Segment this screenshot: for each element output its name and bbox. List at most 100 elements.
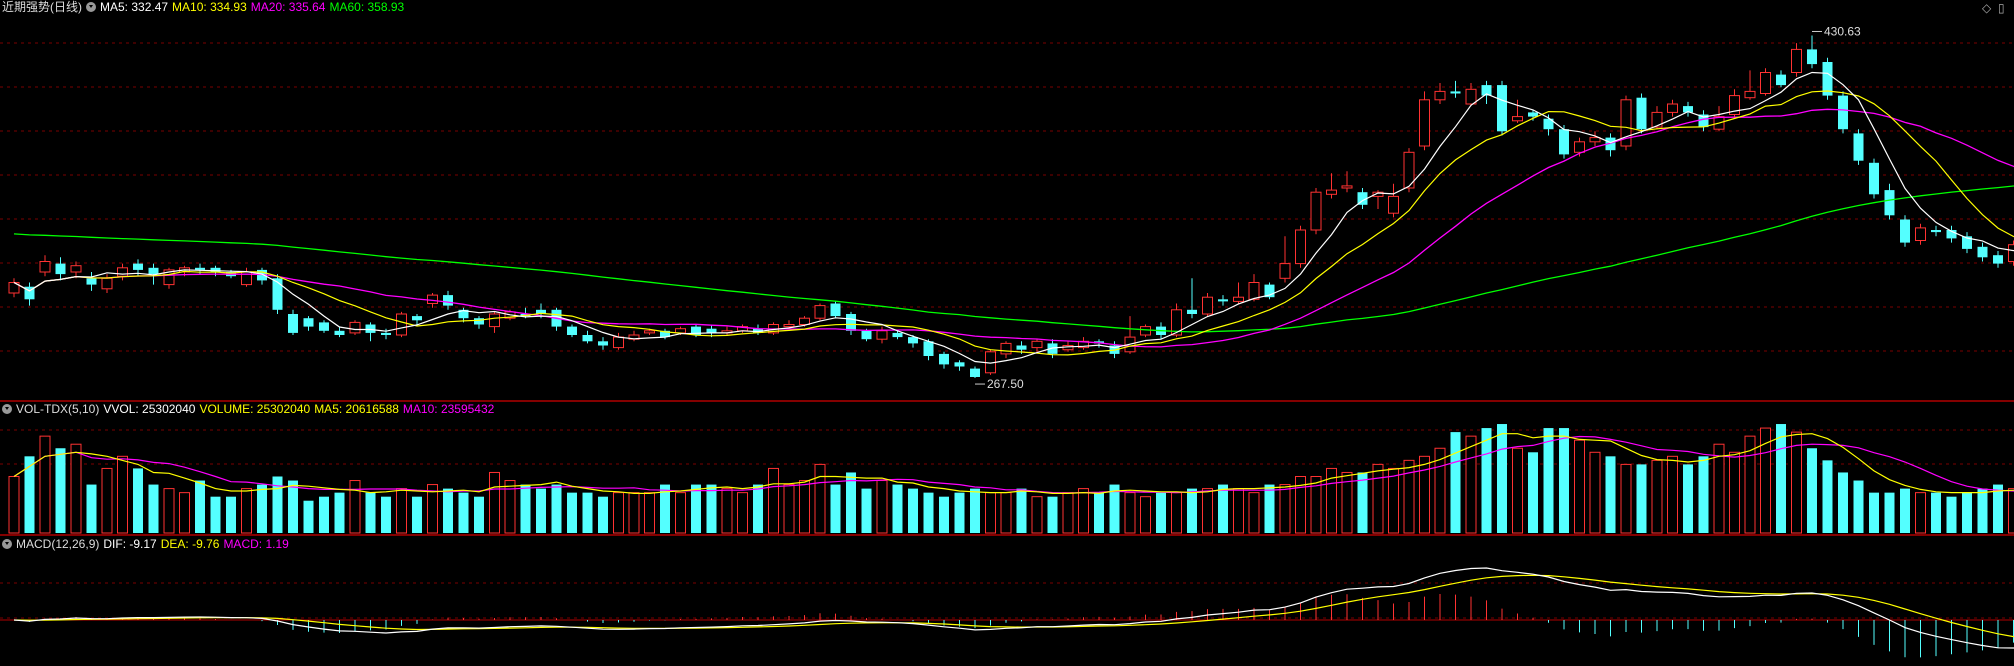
volume-bar bbox=[1310, 476, 1322, 534]
candle-up bbox=[1078, 337, 1089, 350]
volume-bar bbox=[954, 492, 965, 533]
candle-body bbox=[1620, 99, 1632, 147]
candle-body bbox=[1760, 72, 1771, 94]
volume-bar bbox=[1156, 492, 1166, 533]
candle-body bbox=[101, 277, 113, 290]
candle-down bbox=[1698, 110, 1709, 132]
candle-body bbox=[1140, 326, 1151, 336]
candle-body bbox=[1171, 309, 1182, 336]
volume-bar bbox=[846, 472, 856, 533]
volume-bar bbox=[1078, 488, 1089, 534]
volume-bar bbox=[1062, 492, 1074, 534]
candle-up bbox=[1310, 188, 1322, 235]
candle-body bbox=[1202, 296, 1213, 315]
candle-body bbox=[1372, 191, 1384, 197]
volume-bar bbox=[1574, 439, 1585, 534]
volume-bar bbox=[876, 480, 888, 534]
candle-body bbox=[1031, 340, 1043, 349]
candle-body bbox=[706, 328, 717, 333]
volume-bar bbox=[443, 488, 453, 533]
volume-bar bbox=[1620, 463, 1632, 534]
diamond-icon[interactable]: ◇ bbox=[1982, 1, 1992, 15]
settings-dropdown-icon[interactable] bbox=[86, 2, 96, 12]
volume-bar bbox=[1543, 428, 1554, 533]
high-label: 430.63 bbox=[1824, 24, 1861, 38]
candle-body bbox=[1388, 195, 1399, 214]
volume-bar bbox=[86, 484, 97, 533]
volume-bar bbox=[1838, 472, 1848, 533]
volume-bar bbox=[613, 492, 624, 534]
candle-body bbox=[846, 314, 856, 331]
macd-dropdown-icon[interactable] bbox=[2, 539, 12, 549]
volume-bar bbox=[1016, 488, 1027, 533]
candle-up bbox=[628, 330, 640, 342]
volume-bar bbox=[1403, 459, 1415, 534]
volume-bar bbox=[148, 484, 159, 533]
volume-bar bbox=[1434, 447, 1446, 534]
candle-body bbox=[1528, 112, 1538, 117]
candle-up bbox=[876, 326, 888, 344]
window-icon[interactable]: ▯ bbox=[1998, 1, 2005, 15]
volume-bar bbox=[582, 492, 593, 533]
volume-bar bbox=[210, 496, 221, 533]
candle-body bbox=[396, 313, 407, 336]
candle-body bbox=[1326, 189, 1337, 195]
candle-up bbox=[39, 255, 51, 277]
candle-down bbox=[272, 274, 283, 314]
candle-body bbox=[753, 328, 763, 333]
candle-body bbox=[86, 278, 97, 285]
candle-body bbox=[892, 332, 903, 338]
vvol-readout: VVOL: 25302040 bbox=[103, 402, 196, 416]
candle-body bbox=[799, 317, 810, 326]
ma10-readout: MA10: 334.93 bbox=[172, 0, 247, 14]
low-label: 267.50 bbox=[987, 377, 1024, 391]
volume-bar bbox=[226, 496, 236, 533]
volume-readout: VOLUME: 25302040 bbox=[199, 402, 311, 416]
candle-body bbox=[1791, 48, 1802, 74]
volume-bar bbox=[1636, 464, 1647, 533]
candle-down bbox=[1838, 91, 1848, 134]
candle-down bbox=[582, 330, 593, 344]
candle-body bbox=[319, 322, 329, 331]
candle-down bbox=[1605, 133, 1616, 157]
candle-body bbox=[1403, 151, 1415, 189]
candle-body bbox=[1341, 185, 1353, 189]
macd-panel bbox=[13, 567, 2014, 658]
volume-bar bbox=[1109, 484, 1120, 533]
candle-body bbox=[474, 318, 484, 325]
candle-body bbox=[1636, 97, 1647, 130]
volume-bar bbox=[1915, 492, 1926, 534]
volume-bar bbox=[1589, 451, 1601, 534]
volume-bar bbox=[1760, 427, 1771, 534]
volume-bar bbox=[8, 476, 20, 534]
volume-bar bbox=[908, 488, 918, 533]
volume-bar bbox=[536, 488, 546, 533]
candle-up bbox=[1760, 68, 1771, 96]
candle-up bbox=[1465, 83, 1477, 107]
candle-up bbox=[1233, 282, 1244, 304]
volume-bar bbox=[892, 484, 903, 533]
candle-body bbox=[24, 286, 35, 300]
candle-up bbox=[1729, 89, 1740, 119]
candle-down bbox=[706, 324, 717, 338]
candle-body bbox=[660, 330, 670, 338]
candle-body bbox=[1744, 90, 1756, 99]
dea-line bbox=[13, 574, 2014, 638]
volume-dropdown-icon[interactable] bbox=[2, 404, 12, 414]
volume-bar bbox=[133, 468, 143, 533]
candle-down bbox=[1776, 70, 1786, 88]
candle-body bbox=[1729, 95, 1740, 115]
candle-body bbox=[1605, 137, 1616, 151]
volume-bar bbox=[970, 488, 980, 533]
volume-bar bbox=[721, 488, 733, 534]
candle-down bbox=[288, 309, 298, 335]
candle-body bbox=[861, 330, 872, 340]
candle-down bbox=[319, 320, 329, 333]
volume-bar bbox=[923, 492, 934, 533]
volume-bar bbox=[1000, 492, 1012, 534]
candle-body bbox=[1419, 99, 1430, 147]
candle-down bbox=[55, 257, 66, 281]
volume-bar bbox=[1962, 492, 1972, 533]
candle-body bbox=[381, 332, 391, 335]
